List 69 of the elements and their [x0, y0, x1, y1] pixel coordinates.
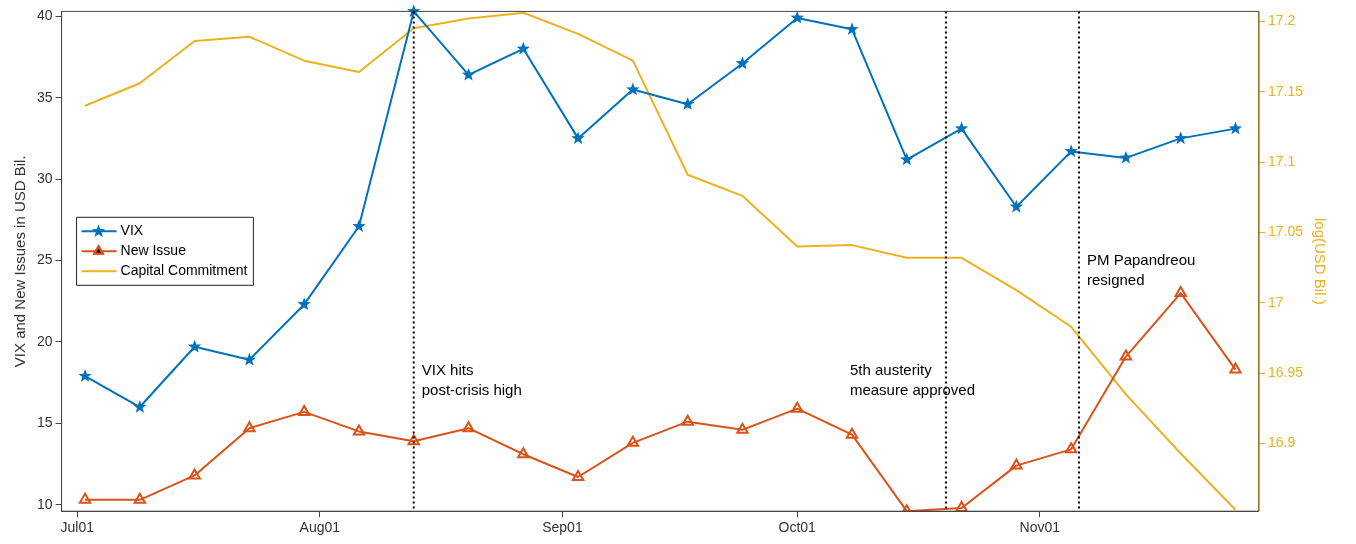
ref-line-label: PM Papandreou resigned: [1086, 251, 1196, 289]
point: [517, 447, 530, 459]
point: [187, 339, 202, 353]
point: [78, 369, 92, 382]
point: [462, 421, 475, 433]
point: [243, 421, 256, 433]
y-tick-label: 20: [36, 332, 53, 349]
y2-tick-label: 17: [1267, 293, 1284, 310]
point: [1174, 286, 1187, 298]
point: [791, 401, 804, 413]
point: [1229, 362, 1242, 374]
legend-label: Capital Commitment: [120, 262, 248, 279]
point: [461, 67, 476, 81]
point: [133, 492, 147, 504]
y-tick-label: 10: [36, 495, 53, 512]
point: [900, 152, 914, 166]
y-tick-label: 40: [36, 7, 53, 24]
x-tick-label: Aug01: [299, 519, 341, 536]
y2-tick-label: 17.15: [1267, 82, 1304, 99]
point: [681, 414, 694, 426]
point: [1119, 150, 1133, 164]
point: [352, 219, 366, 232]
point: [133, 400, 147, 413]
point: [571, 470, 585, 482]
point: [955, 500, 968, 512]
point: [681, 97, 695, 110]
point: [626, 435, 640, 447]
y2-tick-label: 17.1: [1267, 152, 1296, 169]
point: [297, 404, 311, 416]
point: [1174, 131, 1188, 145]
y2-tick-label: 17.2: [1267, 12, 1296, 29]
point: [571, 131, 585, 145]
y-tick-label: 15: [36, 414, 53, 431]
point: [242, 352, 257, 366]
point: [516, 41, 530, 55]
y2-tick-label: 17.05: [1267, 223, 1304, 240]
point: [78, 492, 92, 504]
point: [1119, 349, 1133, 361]
point: [735, 56, 750, 70]
point: [297, 297, 311, 311]
ref-line-label: 5th austerity measure approved: [849, 361, 975, 399]
y-tick-label: 25: [36, 251, 53, 268]
point: [845, 427, 859, 439]
legend-label: VIX: [120, 222, 144, 239]
point: [1228, 121, 1243, 135]
point: [1064, 442, 1078, 454]
point: [407, 434, 420, 446]
y2-axis-title: log(USD Bil.): [1311, 217, 1329, 305]
x-tick-label: Oct01: [778, 519, 817, 536]
y2-tick-label: 16.95: [1267, 364, 1304, 381]
y-axis-title: VIX and New Issues in USD Bil.: [11, 155, 29, 368]
point: [736, 422, 749, 434]
x-tick-label: Sep01: [542, 519, 583, 536]
point: [1009, 199, 1024, 213]
x-tick-label: Nov01: [1019, 519, 1061, 536]
point: [352, 424, 366, 436]
ref-line-label: VIX hits post-crisis high: [421, 361, 522, 399]
point: [790, 10, 804, 24]
point: [954, 121, 969, 135]
legend-label: New Issue: [120, 242, 187, 259]
point: [626, 82, 640, 96]
y2-tick-label: 16.9: [1267, 434, 1296, 451]
x-tick-label: Jul01: [60, 519, 95, 536]
point: [1064, 144, 1078, 158]
point: [845, 22, 859, 35]
y-tick-label: 35: [36, 88, 53, 105]
point: [188, 468, 201, 480]
y-tick-label: 30: [36, 169, 53, 186]
point: [1010, 458, 1023, 470]
